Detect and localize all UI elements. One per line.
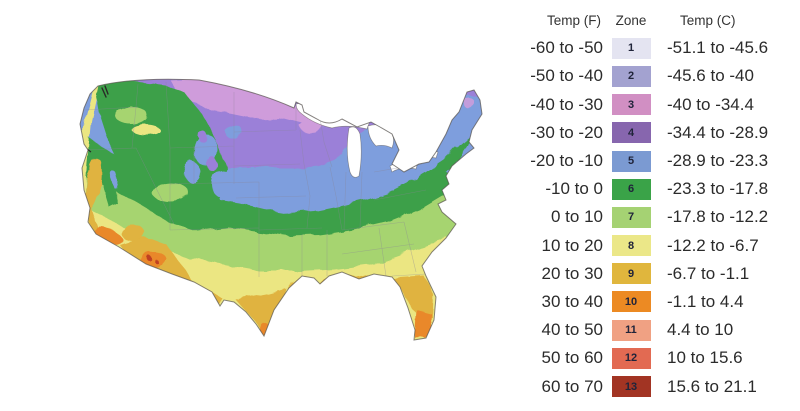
- yellow-snake-plain: [132, 125, 160, 135]
- zone-legend: Temp (F) Zone Temp (C) -60 to -50 1 -51.…: [527, 6, 777, 401]
- temp-f-value: -10 to 0: [545, 179, 603, 199]
- green-sierra-strip: [98, 158, 118, 208]
- temp-c-value: -40 to -34.4: [667, 94, 754, 114]
- blue-rockies-patch: [226, 124, 242, 140]
- zone-number: 5: [627, 155, 635, 168]
- temp-c-value: -1.1 to 4.4: [667, 291, 744, 311]
- temp-c-value: -45.6 to -40: [667, 66, 754, 86]
- gold-nevada-south: [120, 224, 144, 240]
- temp-c-value: -6.7 to -1.1: [667, 263, 750, 283]
- zone-swatch: 6: [611, 178, 651, 200]
- temp-f-value: -50 to -40: [530, 66, 603, 86]
- us-map-svg: [79, 78, 483, 341]
- zone-number: 9: [627, 267, 635, 280]
- zone-swatch: 8: [611, 235, 651, 257]
- temp-f-value: 40 to 50: [541, 320, 603, 340]
- zone-swatch: 13: [611, 376, 651, 398]
- temp-f-value: 0 to 10: [551, 207, 603, 227]
- zone-swatch: 12: [611, 347, 651, 369]
- temp-f-value: -30 to -20: [530, 122, 603, 142]
- zone-number: 4: [627, 126, 635, 139]
- temp-c-value: -34.4 to -28.9: [667, 122, 769, 142]
- temp-f-value: -60 to -50: [530, 38, 603, 58]
- zone-bands: [80, 79, 482, 340]
- gold-south-texas: [236, 289, 287, 335]
- legend-header-temp-c: Temp (C): [680, 12, 736, 28]
- red-phoenix-speck: [155, 260, 159, 264]
- zone-swatch: 7: [611, 206, 651, 228]
- gold-florida: [392, 276, 434, 320]
- zone-number: 1: [627, 42, 635, 55]
- lightgreen-patch: [152, 182, 188, 202]
- temp-f-value: -20 to -10: [530, 151, 603, 171]
- zone-number: 12: [624, 352, 638, 365]
- temp-f-value: 20 to 30: [541, 263, 603, 283]
- temp-c-value: -12.2 to -6.7: [667, 235, 759, 255]
- temp-c-value: -51.1 to -45.6: [667, 38, 769, 58]
- lake-michigan: [346, 126, 362, 178]
- zone-swatch: 9: [611, 263, 651, 285]
- temp-c-value: -28.9 to -23.3: [667, 151, 769, 171]
- zone-number: 7: [627, 211, 635, 224]
- pink-patch-wisconsin: [301, 123, 321, 133]
- orange-south-florida: [415, 310, 432, 338]
- gold-central-valley: [86, 158, 102, 210]
- blue-rockies-patch: [184, 162, 200, 182]
- zone-number: 10: [624, 295, 638, 308]
- pink-patch-maine: [464, 99, 476, 109]
- zone-number: 3: [627, 98, 635, 111]
- zone-number: 13: [624, 380, 638, 393]
- zone-number: 2: [627, 70, 635, 83]
- temp-c-value: 10 to 15.6: [667, 348, 743, 368]
- legend-header-zone: Zone: [615, 12, 647, 28]
- temp-f-value: 60 to 70: [541, 376, 603, 396]
- legend-header-temp-f: Temp (F): [547, 12, 601, 28]
- zone-swatch: 1: [611, 37, 651, 59]
- temp-c-value: 4.4 to 10: [667, 320, 734, 340]
- zone-number: 8: [627, 239, 635, 252]
- zone-swatch: 2: [611, 65, 651, 87]
- purple-rockies-patch: [198, 130, 206, 142]
- zone-swatch: 11: [611, 319, 651, 341]
- zone-swatch: 3: [611, 94, 651, 116]
- zone-swatch: 5: [611, 150, 651, 172]
- zone-number: 11: [625, 324, 637, 337]
- zone-number: 6: [627, 183, 635, 196]
- temp-f-value: 50 to 60: [541, 348, 603, 368]
- temp-f-value: 30 to 40: [541, 291, 603, 311]
- temp-c-value: -17.8 to -12.2: [667, 207, 769, 227]
- puget-sound-inlets: [101, 85, 109, 98]
- zone-swatch: 10: [611, 291, 651, 313]
- temp-c-value: -23.3 to -17.8: [667, 179, 769, 199]
- zone-swatch: 4: [611, 122, 651, 144]
- us-coastline: [79, 78, 483, 341]
- zone-band-3-pink: [170, 79, 338, 130]
- gold-socal-coast: [86, 192, 104, 238]
- temp-f-value: 10 to 20: [541, 235, 603, 255]
- temp-f-value: -40 to -30: [530, 94, 603, 114]
- purple-rockies-patch: [207, 157, 217, 171]
- lightgreen-patch: [116, 107, 148, 125]
- orange-arizona-core: [141, 252, 167, 268]
- state-borders: [81, 81, 427, 278]
- us-hardiness-map: [74, 72, 511, 351]
- red-phoenix-speck: [147, 256, 153, 262]
- temp-c-value: 15.6 to 21.1: [667, 376, 757, 396]
- blue-rockies-patch: [212, 170, 232, 198]
